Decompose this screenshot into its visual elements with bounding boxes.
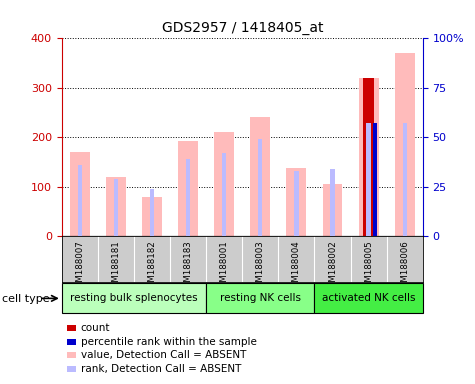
Bar: [77, 165, 82, 236]
Bar: [314, 283, 423, 313]
Text: GSM188181: GSM188181: [112, 240, 120, 293]
Bar: [62, 283, 206, 313]
Bar: [359, 78, 379, 236]
Bar: [70, 152, 90, 236]
Bar: [286, 168, 306, 236]
Text: rank, Detection Call = ABSENT: rank, Detection Call = ABSENT: [81, 364, 241, 374]
Text: GSM188183: GSM188183: [184, 240, 192, 293]
Bar: [323, 184, 342, 236]
Text: GSM188007: GSM188007: [76, 240, 84, 293]
Title: GDS2957 / 1418405_at: GDS2957 / 1418405_at: [162, 21, 323, 35]
Bar: [402, 123, 407, 236]
Text: GSM188006: GSM188006: [400, 240, 409, 293]
Bar: [178, 141, 198, 236]
Bar: [186, 159, 190, 236]
Text: GSM188003: GSM188003: [256, 240, 265, 293]
Text: activated NK cells: activated NK cells: [322, 293, 415, 303]
Text: GSM188001: GSM188001: [220, 240, 228, 293]
Bar: [250, 116, 270, 236]
Bar: [258, 139, 263, 236]
Bar: [294, 171, 299, 236]
Text: count: count: [81, 323, 110, 333]
Text: GSM188182: GSM188182: [148, 240, 156, 293]
Bar: [142, 197, 162, 236]
Bar: [150, 189, 154, 236]
Text: GSM188002: GSM188002: [328, 240, 337, 293]
Bar: [330, 169, 335, 236]
Text: value, Detection Call = ABSENT: value, Detection Call = ABSENT: [81, 350, 246, 360]
Bar: [366, 123, 371, 236]
Text: GSM188004: GSM188004: [292, 240, 301, 293]
Bar: [214, 132, 234, 236]
Bar: [373, 123, 377, 236]
Text: resting bulk splenocytes: resting bulk splenocytes: [70, 293, 198, 303]
Text: resting NK cells: resting NK cells: [220, 293, 301, 303]
Bar: [222, 153, 227, 236]
Text: percentile rank within the sample: percentile rank within the sample: [81, 337, 256, 347]
Bar: [114, 179, 118, 236]
Bar: [363, 78, 374, 236]
Text: GSM188005: GSM188005: [364, 240, 373, 293]
Bar: [206, 283, 314, 313]
Bar: [395, 53, 415, 236]
Bar: [106, 177, 126, 236]
Text: cell type: cell type: [2, 294, 50, 304]
